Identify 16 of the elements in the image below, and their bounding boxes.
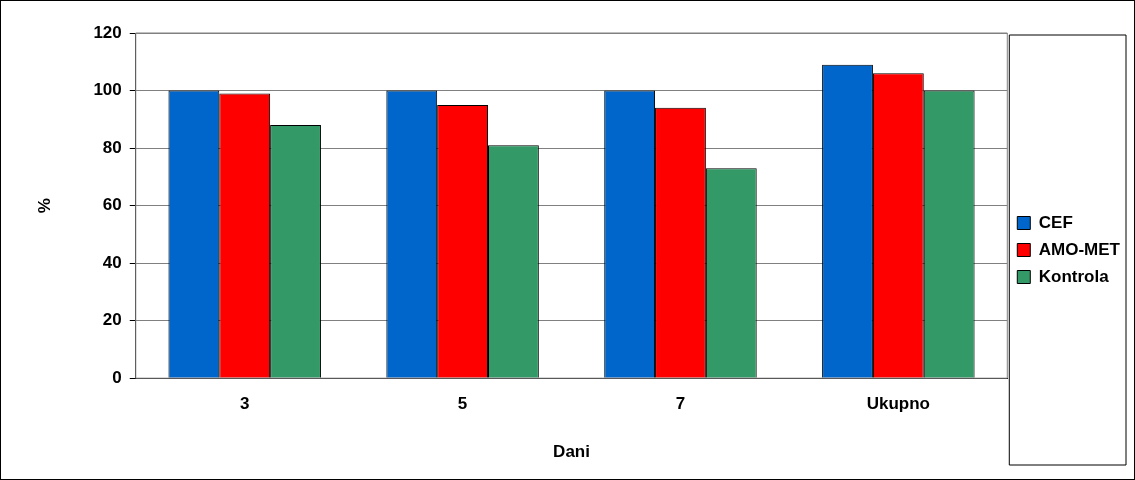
y-tick-label: 20: [102, 310, 122, 330]
legend-label: AMO-MET: [1038, 239, 1121, 259]
y-axis-title: %: [34, 198, 54, 214]
legend-label: Kontrola: [1038, 266, 1110, 286]
y-tick-label: 0: [112, 367, 122, 387]
legend-label: CEF: [1038, 212, 1073, 232]
x-axis-title: Dani: [553, 442, 590, 462]
x-tick-label: 5: [457, 394, 468, 414]
y-tick-label: 40: [102, 252, 122, 272]
x-tick-label: 3: [239, 394, 250, 414]
y-tick-label: 100: [93, 80, 122, 100]
y-tick-label: 120: [93, 22, 122, 42]
x-tick-label: Ukupno: [866, 394, 930, 414]
y-tick-label: 80: [102, 137, 122, 157]
y-tick-label: 60: [102, 195, 122, 215]
x-tick-label: 7: [675, 394, 686, 414]
